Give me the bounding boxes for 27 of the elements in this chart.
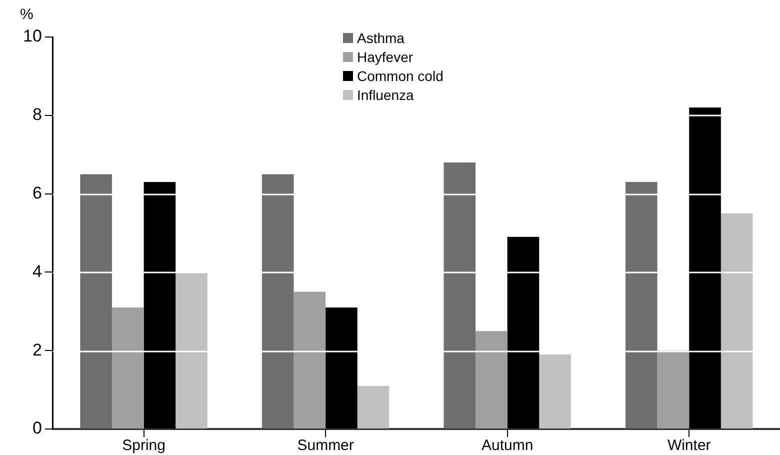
- y-tick-label: 8: [32, 105, 42, 124]
- legend-label: Hayfever: [357, 48, 414, 64]
- legend-label: Common cold: [357, 68, 444, 84]
- bar: [539, 354, 571, 428]
- bar: [80, 174, 112, 428]
- bar: [112, 307, 144, 428]
- legend-label: Asthma: [357, 30, 404, 46]
- bar: [176, 272, 208, 428]
- x-tick-label: Winter: [667, 437, 711, 454]
- bar: [720, 213, 753, 428]
- legend-label: Influenza: [357, 86, 414, 102]
- bar: [294, 292, 326, 428]
- x-tick-label: Autumn: [481, 437, 534, 454]
- y-tick-label: 0: [32, 418, 42, 438]
- x-tick-label: Spring: [122, 437, 166, 454]
- bar: [476, 331, 508, 428]
- bar: [262, 174, 294, 428]
- y-tick-label: 4: [32, 262, 42, 281]
- y-axis-title: %: [20, 6, 34, 23]
- bar: [625, 182, 658, 428]
- y-tick-label: 10: [22, 26, 42, 46]
- y-tick-label: 2: [32, 340, 42, 360]
- x-tick-label: Summer: [297, 437, 354, 454]
- y-tick-label: 6: [32, 183, 42, 202]
- bar: [657, 350, 690, 428]
- bar: [444, 162, 476, 428]
- bar: [357, 386, 390, 428]
